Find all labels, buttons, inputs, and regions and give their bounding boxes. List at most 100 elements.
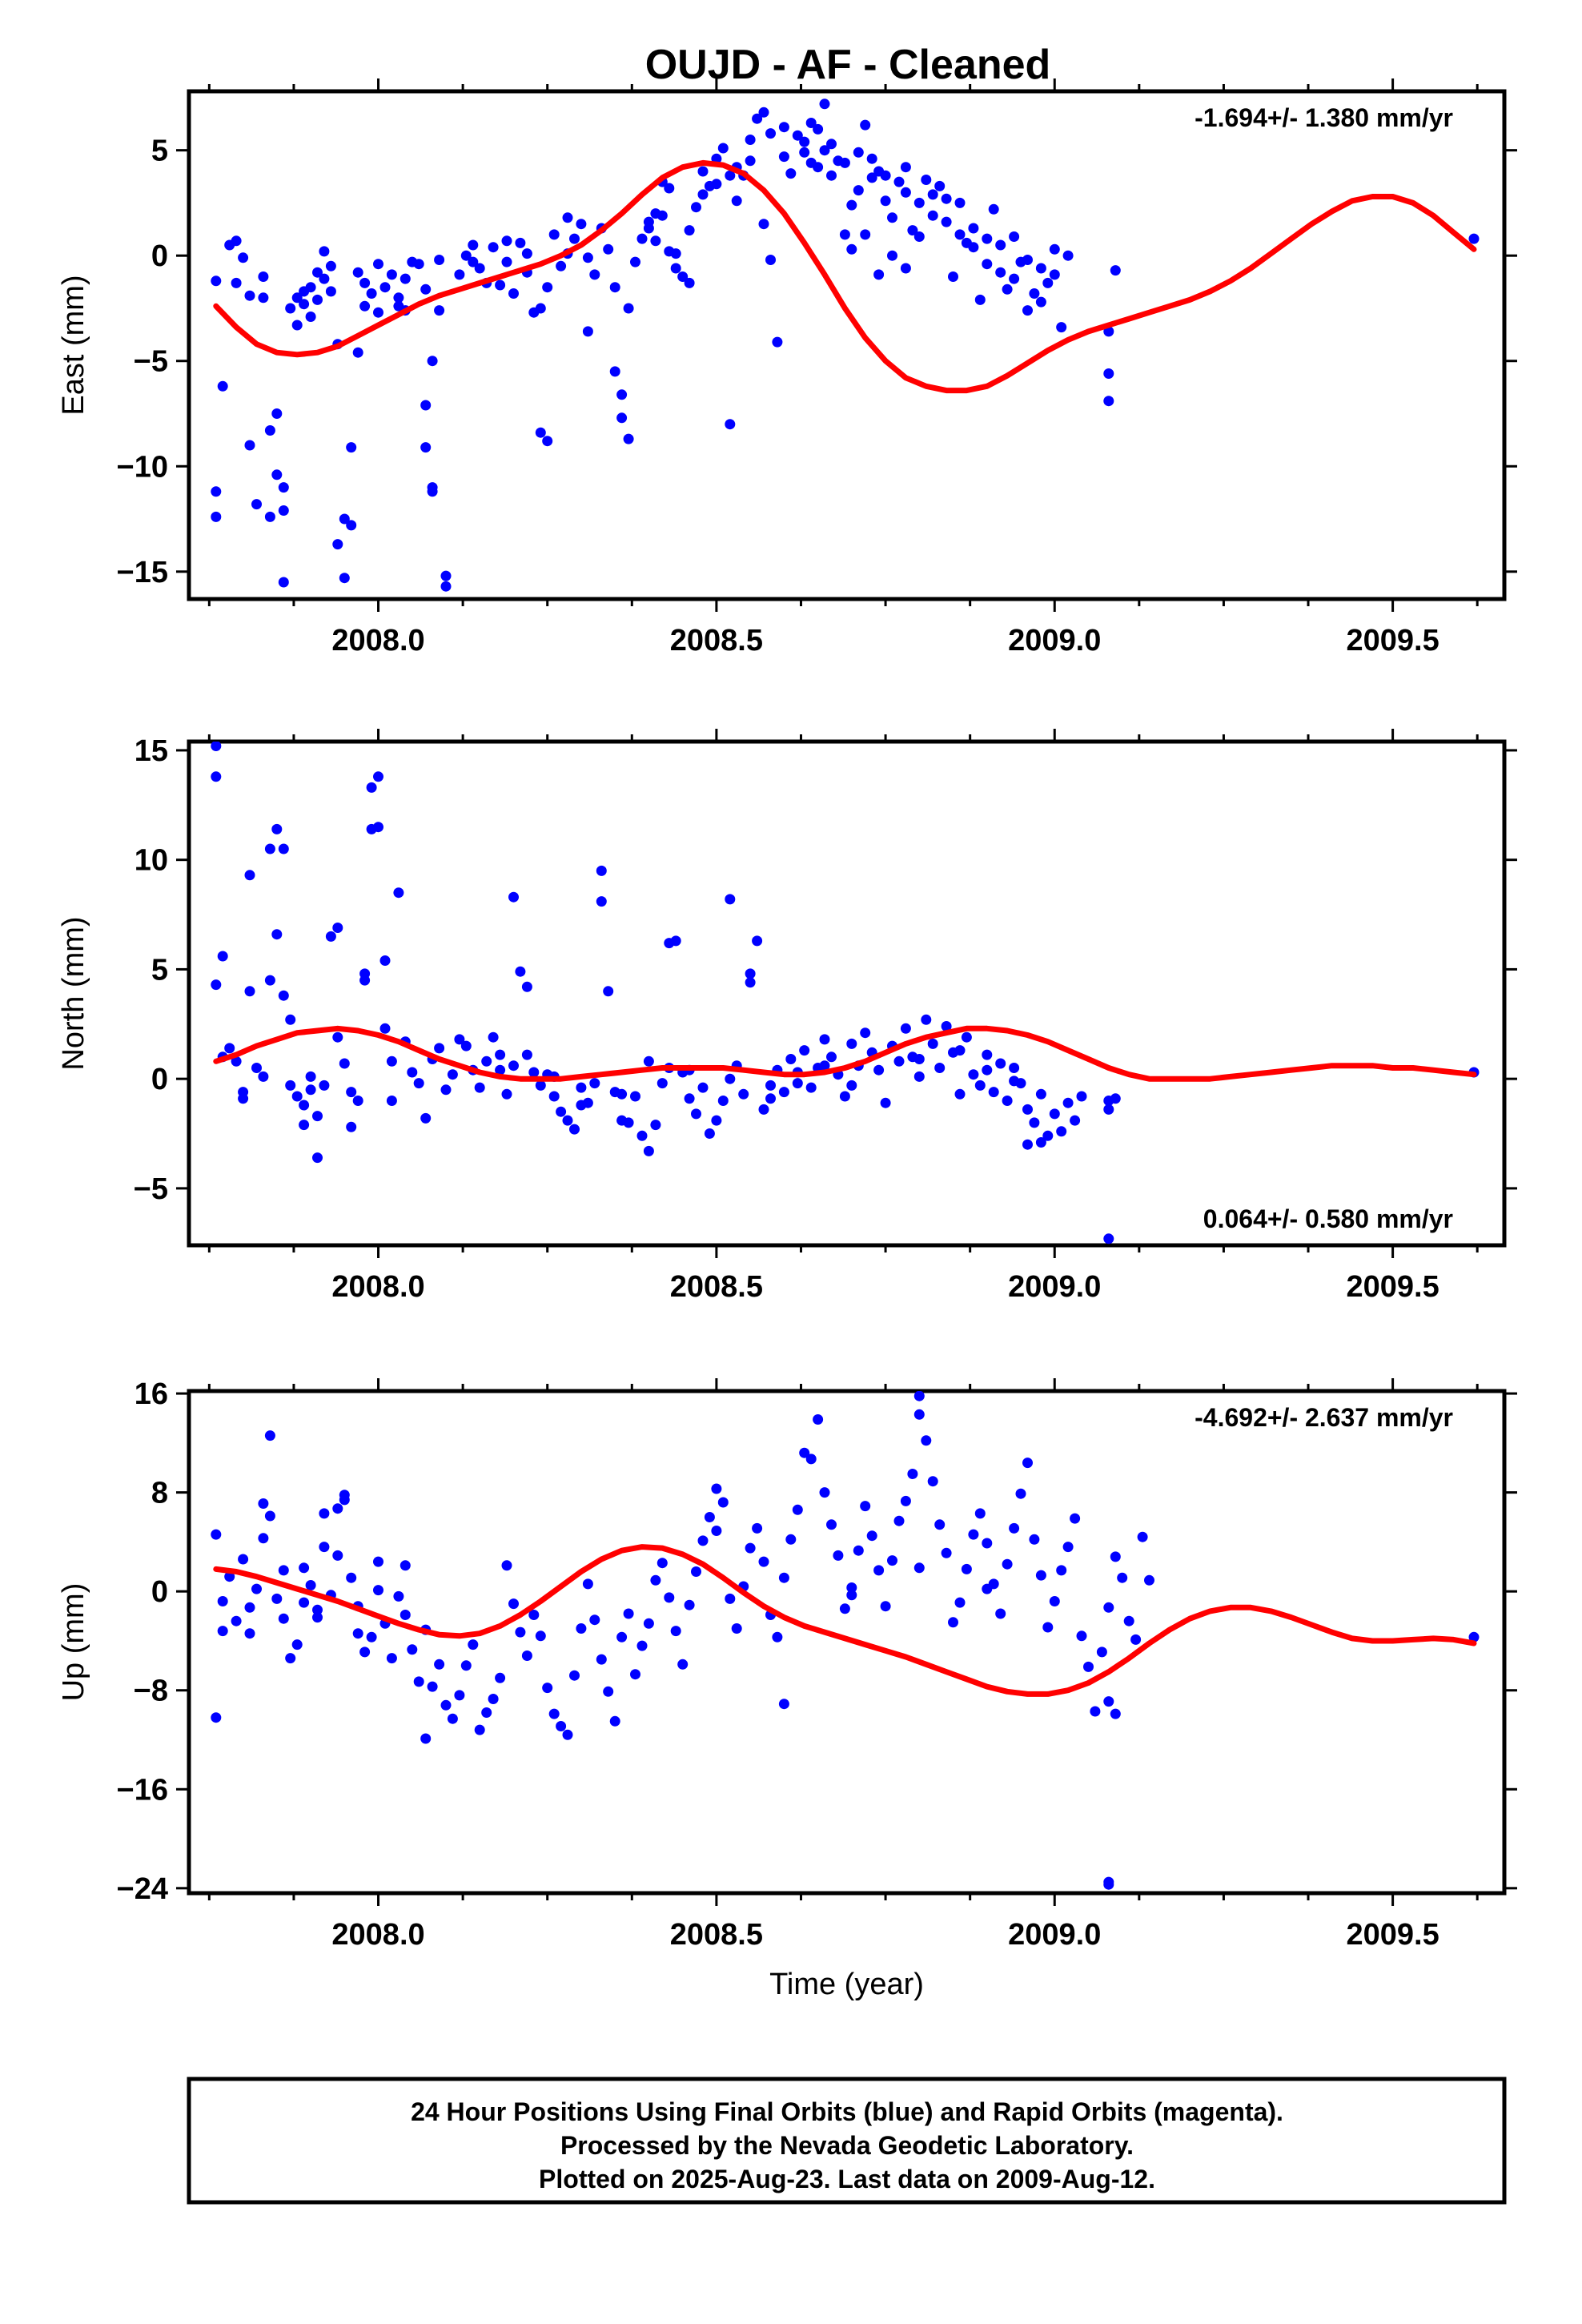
data-point <box>697 189 709 200</box>
data-point <box>968 1529 979 1540</box>
data-point <box>745 977 756 988</box>
y-tick-label: −15 <box>117 556 168 589</box>
data-point <box>339 513 350 525</box>
data-point <box>596 865 607 876</box>
data-point <box>1137 1531 1148 1542</box>
data-point <box>278 482 289 493</box>
data-point <box>299 1120 310 1131</box>
x-tick-label: 2009.0 <box>1008 1270 1101 1304</box>
data-point <box>880 1601 891 1612</box>
y-axis-label: Up (mm) <box>57 1583 90 1702</box>
data-point <box>772 336 783 348</box>
data-point <box>961 1563 972 1574</box>
data-point <box>1002 1558 1013 1570</box>
data-point <box>758 219 769 230</box>
data-point <box>474 1724 485 1735</box>
data-point <box>752 935 763 947</box>
data-point <box>1009 1522 1020 1534</box>
data-point <box>1117 1572 1128 1583</box>
data-point <box>1103 396 1114 407</box>
data-point <box>359 975 371 986</box>
data-point <box>880 195 891 207</box>
footer-frame <box>187 2077 1507 2205</box>
data-point <box>778 151 789 163</box>
data-point <box>954 1088 966 1100</box>
data-point <box>508 1598 519 1610</box>
data-point <box>913 1562 925 1574</box>
data-point <box>366 288 377 299</box>
data-point <box>454 1690 465 1701</box>
data-point <box>650 1574 661 1586</box>
data-point <box>839 157 850 168</box>
data-point <box>968 242 979 253</box>
data-point <box>846 1582 857 1593</box>
data-point <box>752 113 763 124</box>
data-point <box>974 294 986 305</box>
data-point <box>562 1115 573 1126</box>
data-point <box>299 1597 310 1608</box>
y-tick-label: −16 <box>117 1773 168 1807</box>
data-point <box>799 147 810 158</box>
data-point <box>582 252 593 263</box>
data-point <box>664 246 675 257</box>
data-point <box>1002 283 1013 295</box>
data-point <box>913 231 925 242</box>
data-point <box>630 1091 640 1102</box>
data-point <box>1103 1233 1114 1244</box>
data-point <box>833 1550 844 1561</box>
data-point <box>521 1651 532 1661</box>
data-point <box>319 246 330 257</box>
data-point <box>866 1530 877 1542</box>
data-point <box>941 1547 952 1558</box>
data-point <box>684 1599 695 1610</box>
y-axis-label: North (mm) <box>57 916 90 1070</box>
figure-title: OUJD - AF - Cleaned <box>645 42 1051 88</box>
data-point <box>717 143 729 154</box>
data-point <box>460 1040 472 1051</box>
data-point <box>211 1712 222 1723</box>
data-point <box>819 1034 830 1045</box>
data-point <box>1110 1093 1121 1104</box>
data-point <box>325 260 336 271</box>
data-point <box>813 123 824 135</box>
data-point <box>427 482 438 493</box>
data-point <box>792 1078 803 1089</box>
data-point <box>379 1023 391 1034</box>
data-point <box>434 1659 445 1670</box>
data-point <box>359 300 371 312</box>
data-point <box>400 273 411 284</box>
y-tick-label: 10 <box>135 844 168 878</box>
data-point <box>346 1121 357 1132</box>
x-tick-label: 2009.0 <box>1008 624 1101 657</box>
data-point <box>488 1694 499 1704</box>
data-point <box>1029 288 1040 299</box>
data-point <box>1130 1634 1142 1645</box>
data-point <box>305 1580 316 1590</box>
data-point <box>873 269 885 280</box>
data-point <box>691 1566 701 1577</box>
data-point <box>805 1454 817 1465</box>
data-point <box>609 366 620 377</box>
data-point <box>1103 1602 1114 1613</box>
data-point <box>379 955 391 966</box>
data-point <box>576 1082 587 1093</box>
data-point <box>1049 1596 1060 1606</box>
data-point <box>258 1071 269 1082</box>
data-point <box>765 1093 776 1104</box>
data-point <box>643 216 654 227</box>
data-point <box>528 1067 540 1078</box>
data-point <box>623 1608 634 1619</box>
data-point <box>691 202 701 213</box>
data-point <box>725 1073 736 1084</box>
data-point <box>765 1080 776 1091</box>
data-point <box>860 1027 871 1039</box>
data-point <box>684 225 695 236</box>
data-point <box>535 1630 546 1642</box>
data-point <box>982 1583 993 1594</box>
data-point <box>420 442 432 453</box>
data-point <box>264 511 275 522</box>
data-point <box>643 1618 654 1629</box>
data-point <box>285 1653 296 1664</box>
data-point <box>826 1051 837 1063</box>
data-point <box>887 212 897 223</box>
